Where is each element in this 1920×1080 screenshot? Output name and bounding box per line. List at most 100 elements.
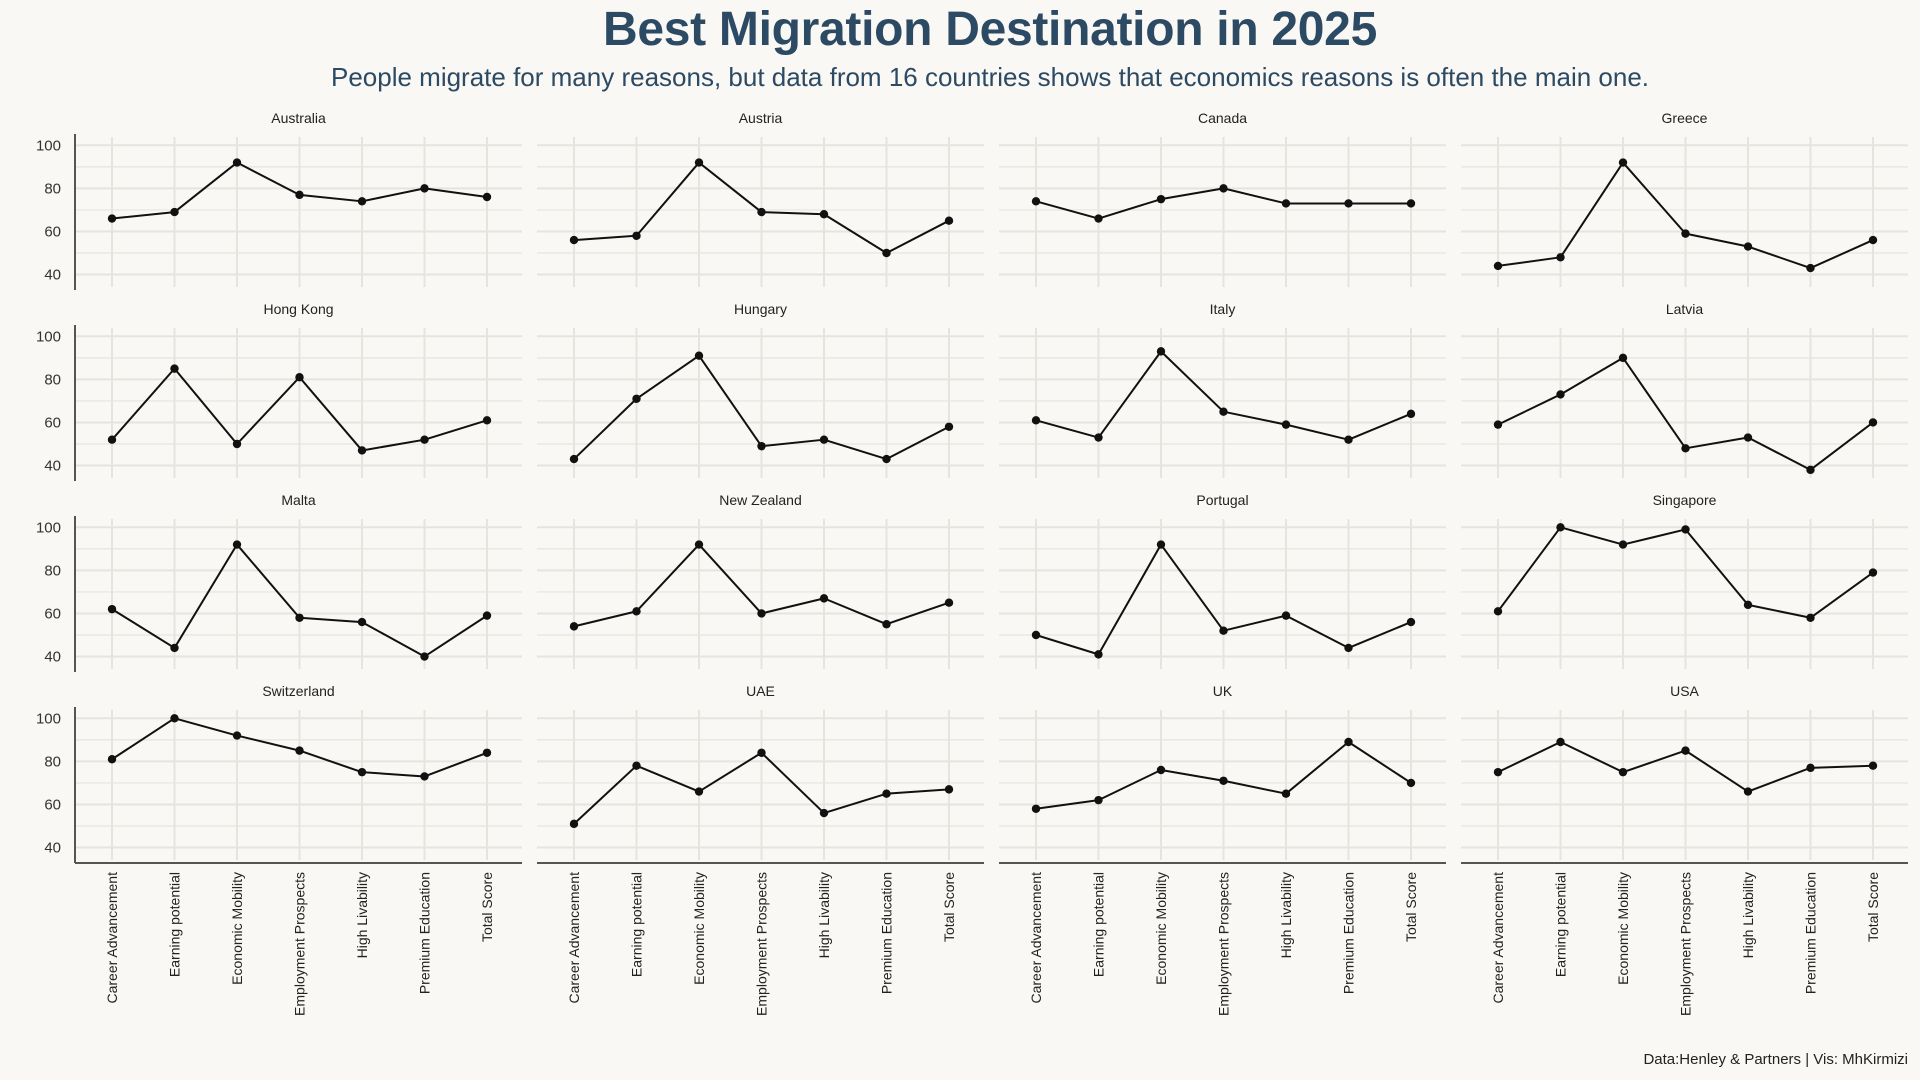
data-point [1219,407,1228,416]
x-tick-label: Total Score [1865,872,1881,942]
facet-title: Portugal [1196,492,1248,508]
data-point [1681,444,1690,453]
data-point [420,435,429,444]
data-point [1219,776,1228,785]
data-point [569,454,579,464]
data-point [1344,643,1353,653]
data-point [1868,761,1878,770]
data-point [295,746,304,755]
facet-panel: Canada [999,110,1446,287]
facet-panel: 40 60 80 100 Malta [36,492,522,672]
data-point [1281,611,1291,620]
data-point [1493,607,1503,616]
data-point [882,620,891,629]
data-point [482,192,492,202]
data-point [1094,433,1103,442]
facet-title: Austria [739,110,783,126]
data-point [694,787,704,796]
facet-panel: Austria [537,110,984,287]
facet-title: Canada [1198,110,1247,126]
data-point [1556,390,1565,399]
data-point [420,184,429,193]
facet-title: Greece [1662,110,1708,126]
data-point [819,808,829,818]
x-tick-label: Employment Prospects [1678,872,1694,1016]
x-tick-label: Economic Mobility [1615,872,1631,985]
x-tick-label: Career Advancement [104,872,120,1004]
data-point [232,158,242,167]
facet-panel: 40 60 80 100 Hong Kong [36,301,522,481]
x-tick-label: High Livability [354,872,370,958]
x-tick-label: Career Advancement [1028,872,1044,1004]
facet-title: Hong Kong [263,301,333,317]
data-point [1618,540,1628,549]
data-point [1031,416,1041,425]
data-point [944,598,954,607]
data-point [694,158,704,167]
data-point [1344,737,1353,747]
x-tick-label: High Livability [1740,872,1756,958]
x-tick-label: Premium Education [1341,872,1357,994]
data-point [819,210,829,219]
data-point [482,748,492,757]
x-tick-label: Economic Mobility [1153,872,1169,985]
data-point [1743,242,1753,251]
y-tick-label: 80 [44,180,61,197]
x-tick-label: Employment Prospects [1216,872,1232,1016]
data-point [1406,409,1416,419]
data-point [170,714,179,723]
facet-panel: 40 60 80 100 Australia [36,110,522,290]
y-tick-label: 100 [36,328,61,345]
data-point [1281,789,1291,798]
data-point [882,248,891,258]
facet-panel: Career Advancement Earning potential Econo… [1461,683,1908,1016]
y-tick-label: 60 [44,796,61,813]
data-point [295,190,304,200]
data-point [944,785,954,794]
data-point [232,439,242,449]
data-point [1344,199,1353,208]
y-tick-label: 40 [44,267,61,284]
data-point [1618,353,1628,363]
x-tick-label: Economic Mobility [229,872,245,985]
data-point [819,594,829,603]
y-tick-label: 100 [36,710,61,727]
x-tick-label: Total Score [941,872,957,942]
data-point [295,373,304,382]
y-tick-label: 80 [44,371,61,388]
facet-title: Italy [1210,301,1236,317]
facet-panel: Singapore [1461,492,1908,669]
facet-panel: 40 60 80 100 Career Advancement Earning poten… [36,683,522,1016]
data-point [1406,617,1416,627]
facet-title: Singapore [1653,492,1717,508]
x-tick-label: Employment Prospects [292,872,308,1016]
data-point [694,540,704,549]
x-tick-label: Total Score [1403,872,1419,942]
data-point [819,435,829,444]
data-point [569,622,579,631]
data-point [1556,253,1565,262]
data-point [1618,767,1628,777]
y-tick-label: 80 [44,753,61,770]
data-point [420,772,429,781]
data-point [1743,433,1753,442]
facet-panel: Italy [999,301,1446,478]
data-point [1743,787,1753,796]
source-caption: Data:Henley & Partners | Vis: MhKirmizi [1643,1051,1908,1068]
data-point [757,441,766,451]
data-point [1281,420,1291,429]
facet-panel: Greece [1461,110,1908,287]
y-tick-label: 100 [36,519,61,536]
data-point [170,364,179,373]
data-point [1406,199,1416,208]
data-point [1031,630,1041,640]
data-point [569,819,579,829]
data-point [632,607,641,616]
data-point [482,611,492,620]
data-point [1868,235,1878,245]
data-point [232,731,242,740]
facet-title: UAE [746,683,775,699]
y-tick-label: 60 [44,223,61,240]
data-point [1094,214,1103,223]
